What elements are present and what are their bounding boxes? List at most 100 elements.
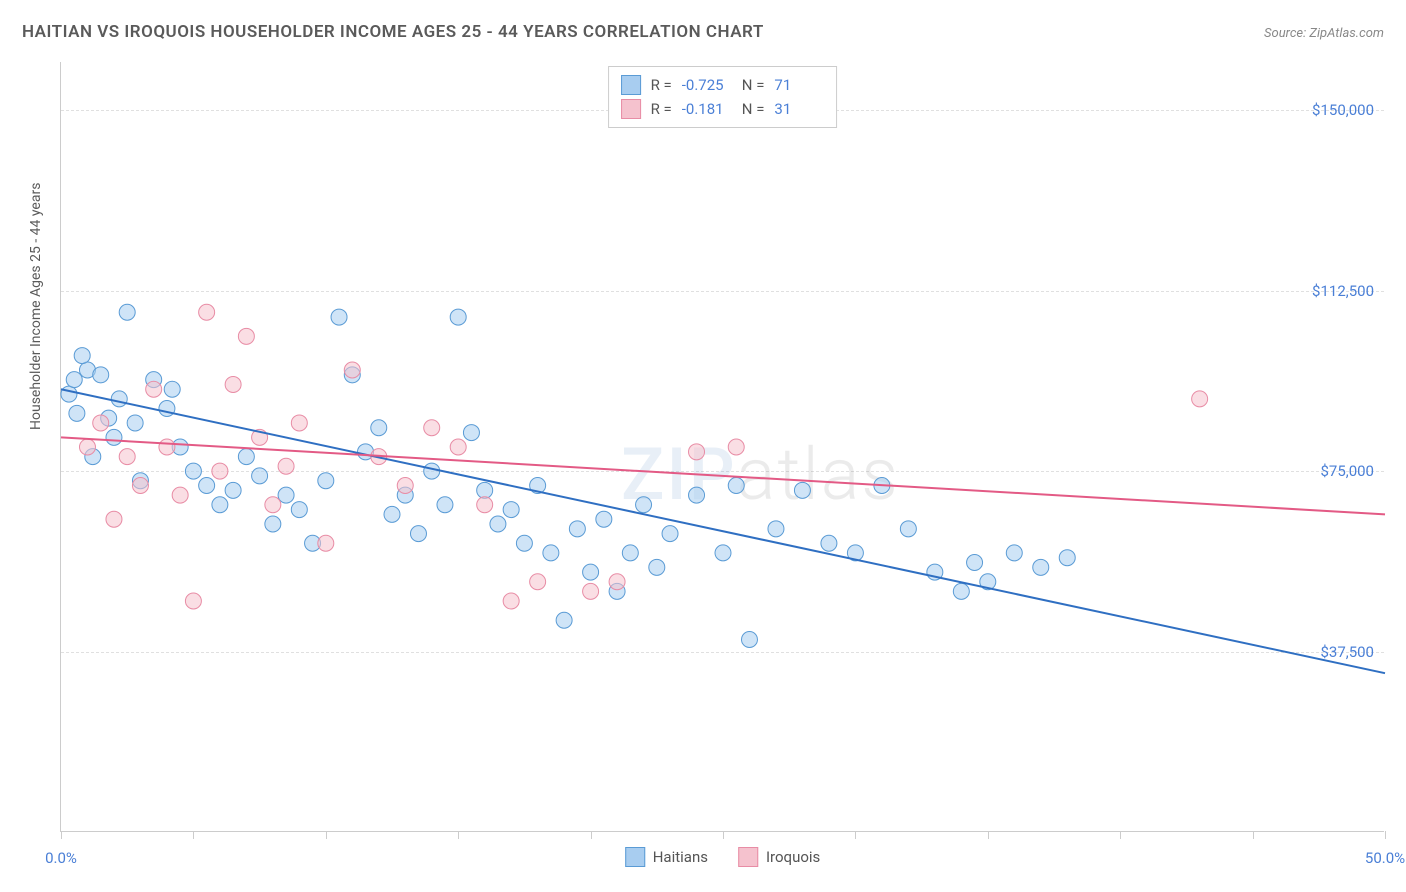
n-label: N =: [742, 76, 765, 94]
y-tick-label: $75,000: [1320, 462, 1374, 480]
data-point: [61, 386, 77, 402]
legend-label-haitians: Haitians: [653, 848, 708, 866]
data-point: [768, 521, 784, 537]
data-point: [238, 449, 254, 465]
data-point: [111, 391, 127, 407]
data-point: [384, 506, 400, 522]
data-point: [199, 304, 215, 320]
data-point: [424, 463, 440, 479]
data-point: [185, 593, 201, 609]
bottom-legend: Haitians Iroquois: [625, 847, 821, 867]
data-point: [93, 415, 109, 431]
data-point: [66, 372, 82, 388]
data-point: [556, 612, 572, 628]
x-tick: [1385, 831, 1386, 839]
data-point: [265, 516, 281, 532]
data-point: [728, 439, 744, 455]
scatter-chart: [61, 62, 1384, 831]
source-label: Source: ZipAtlas.com: [1264, 26, 1384, 41]
stats-row-haitians: R = -0.725 N = 71: [621, 73, 825, 97]
data-point: [291, 502, 307, 518]
y-tick-label: $150,000: [1312, 101, 1374, 119]
x-tick: [458, 831, 459, 839]
x-tick: [855, 831, 856, 839]
data-point: [252, 468, 268, 484]
data-point: [106, 511, 122, 527]
data-point: [132, 478, 148, 494]
data-point: [164, 381, 180, 397]
swatch-haitians: [621, 75, 641, 95]
data-point: [583, 583, 599, 599]
data-point: [212, 497, 228, 513]
data-point: [609, 574, 625, 590]
data-point: [530, 574, 546, 590]
y-tick-label: $37,500: [1320, 643, 1374, 661]
data-point: [662, 526, 678, 542]
data-point: [516, 535, 532, 551]
data-point: [953, 583, 969, 599]
data-point: [318, 473, 334, 489]
r-label: R =: [651, 76, 672, 94]
x-tick: [193, 831, 194, 839]
data-point: [318, 535, 334, 551]
data-point: [1192, 391, 1208, 407]
data-point: [119, 304, 135, 320]
data-point: [278, 458, 294, 474]
regression-line: [61, 389, 1385, 673]
data-point: [225, 376, 241, 392]
data-point: [503, 593, 519, 609]
x-tick: [61, 831, 62, 839]
n-value-iroquois: 31: [774, 100, 824, 118]
legend-label-iroquois: Iroquois: [766, 848, 820, 866]
data-point: [278, 487, 294, 503]
data-point: [410, 526, 426, 542]
data-point: [79, 439, 95, 455]
data-point: [715, 545, 731, 561]
data-point: [821, 535, 837, 551]
data-point: [127, 415, 143, 431]
data-point: [450, 439, 466, 455]
x-tick: [1120, 831, 1121, 839]
data-point: [265, 497, 281, 513]
chart-title: HAITIAN VS IROQUOIS HOUSEHOLDER INCOME A…: [22, 22, 764, 42]
data-point: [503, 502, 519, 518]
data-point: [159, 439, 175, 455]
x-tick: [1253, 831, 1254, 839]
r-label: R =: [651, 100, 672, 118]
x-tick: [591, 831, 592, 839]
data-point: [74, 348, 90, 364]
swatch-iroquois: [738, 847, 758, 867]
swatch-iroquois: [621, 99, 641, 119]
r-value-haitians: -0.725: [682, 76, 732, 94]
x-tick-label: 50.0%: [1365, 849, 1405, 867]
data-point: [741, 632, 757, 648]
data-point: [106, 429, 122, 445]
data-point: [119, 449, 135, 465]
data-point: [689, 444, 705, 460]
x-tick-label: 0.0%: [45, 849, 77, 867]
data-point: [1006, 545, 1022, 561]
r-value-iroquois: -0.181: [682, 100, 732, 118]
data-point: [967, 555, 983, 571]
data-point: [900, 521, 916, 537]
data-point: [225, 482, 241, 498]
data-point: [1059, 550, 1075, 566]
data-point: [490, 516, 506, 532]
data-point: [543, 545, 559, 561]
x-tick: [723, 831, 724, 839]
legend-item-iroquois: Iroquois: [738, 847, 820, 867]
data-point: [636, 497, 652, 513]
data-point: [371, 420, 387, 436]
data-point: [397, 478, 413, 494]
y-tick-label: $112,500: [1312, 282, 1374, 300]
data-point: [463, 425, 479, 441]
data-point: [69, 405, 85, 421]
data-point: [238, 328, 254, 344]
n-label: N =: [742, 100, 765, 118]
data-point: [344, 362, 360, 378]
data-point: [728, 478, 744, 494]
data-point: [649, 559, 665, 575]
data-point: [569, 521, 585, 537]
data-point: [424, 420, 440, 436]
data-point: [596, 511, 612, 527]
